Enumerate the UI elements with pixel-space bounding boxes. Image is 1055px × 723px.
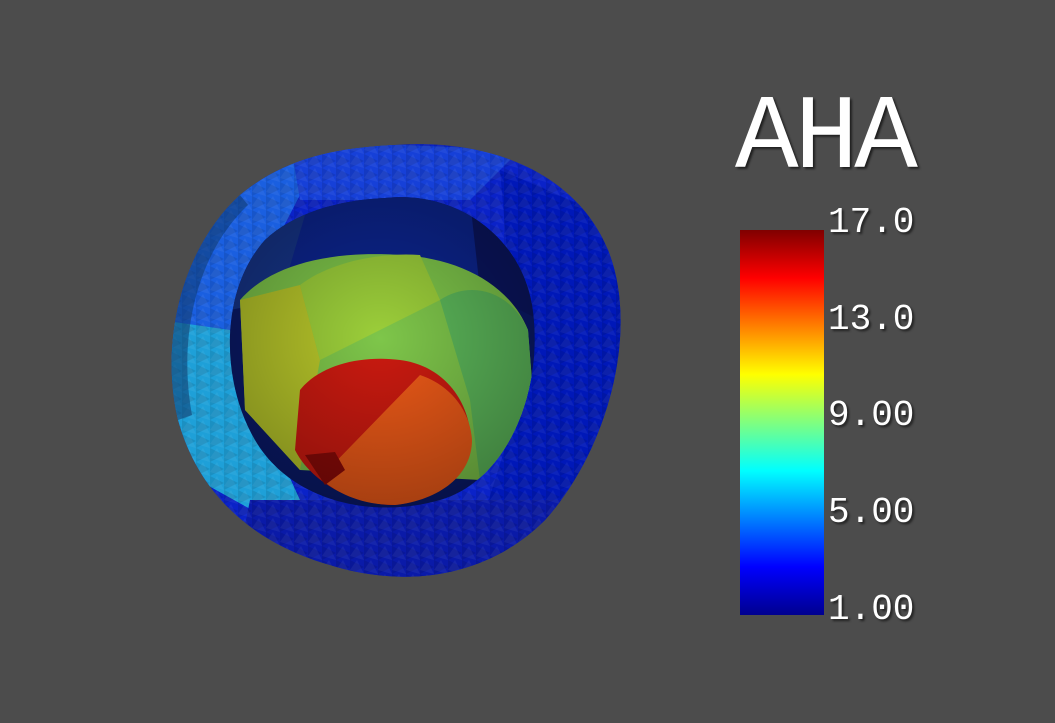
scalar-color-bar — [740, 230, 824, 615]
scalar-tick-label: 5.00 — [828, 492, 915, 533]
scalar-tick-label: 9.00 — [828, 395, 915, 436]
scalar-bar-title: AHA — [735, 79, 918, 199]
scalar-tick-label: 17.0 — [828, 202, 915, 243]
scalar-tick-label: 13.0 — [828, 299, 915, 340]
endocardium-cavity — [229, 197, 535, 508]
scalar-tick-label: 1.00 — [828, 589, 915, 630]
